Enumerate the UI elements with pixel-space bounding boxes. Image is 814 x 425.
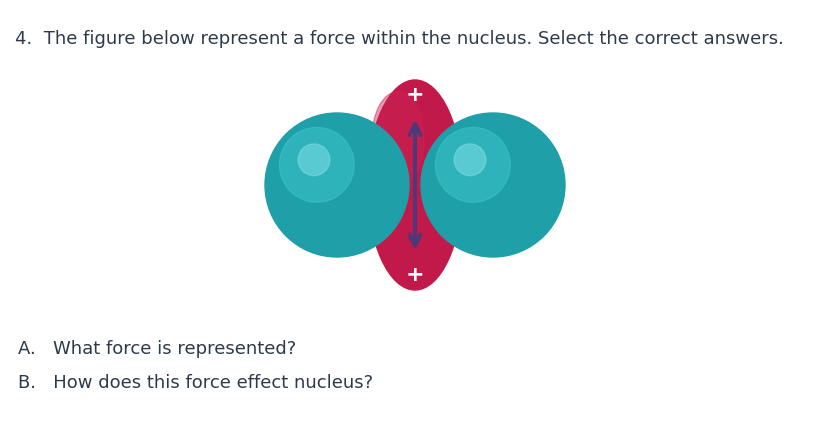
Text: +: + (405, 85, 424, 105)
Ellipse shape (372, 91, 424, 186)
Circle shape (298, 144, 330, 176)
Ellipse shape (367, 80, 462, 290)
Circle shape (265, 113, 409, 257)
Text: B.   How does this force effect nucleus?: B. How does this force effect nucleus? (18, 374, 373, 392)
Text: 4.  The figure below represent a force within the nucleus. Select the correct an: 4. The figure below represent a force wi… (15, 30, 784, 48)
Circle shape (454, 144, 486, 176)
Text: +: + (405, 265, 424, 285)
Circle shape (421, 113, 565, 257)
Text: A.   What force is represented?: A. What force is represented? (18, 340, 296, 358)
Circle shape (279, 128, 354, 202)
Circle shape (435, 128, 510, 202)
